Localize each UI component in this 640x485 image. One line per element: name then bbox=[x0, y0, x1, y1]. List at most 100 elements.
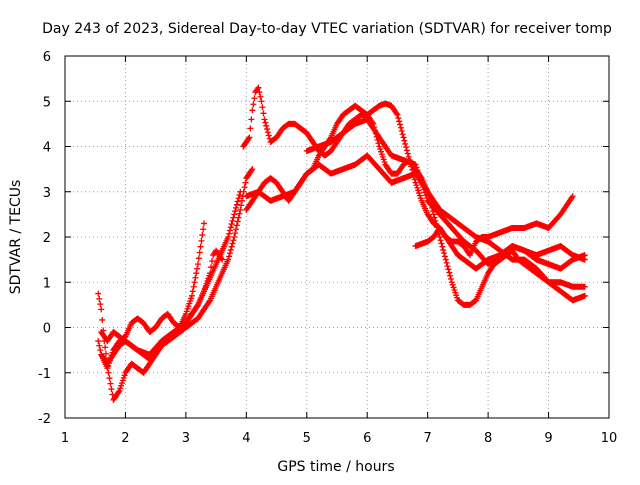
data-point bbox=[206, 298, 213, 305]
data-point bbox=[96, 342, 103, 349]
data-point bbox=[581, 292, 588, 299]
data-point bbox=[447, 272, 454, 279]
data-point bbox=[446, 269, 453, 276]
data-point bbox=[430, 211, 437, 218]
x-axis-title: GPS time / hours bbox=[277, 459, 394, 475]
data-point bbox=[234, 198, 241, 205]
data-point bbox=[423, 195, 430, 202]
chart-title: Day 243 of 2023, Sidereal Day-to-day VTE… bbox=[42, 21, 612, 37]
data-point bbox=[397, 121, 404, 128]
y-tick-label: 3 bbox=[43, 186, 51, 201]
data-point bbox=[264, 129, 271, 136]
data-point bbox=[256, 89, 263, 96]
data-point bbox=[249, 166, 256, 173]
data-point bbox=[98, 306, 105, 313]
data-point bbox=[228, 221, 235, 228]
data-point bbox=[400, 134, 407, 141]
data-point bbox=[422, 192, 429, 199]
data-point bbox=[416, 172, 423, 179]
data-point bbox=[228, 243, 235, 250]
series-track-g bbox=[243, 152, 588, 304]
data-point bbox=[263, 122, 270, 129]
x-tick-label: 3 bbox=[182, 431, 190, 446]
data-point bbox=[107, 380, 114, 387]
data-point bbox=[231, 234, 238, 240]
data-point bbox=[242, 179, 249, 186]
data-point bbox=[439, 243, 446, 250]
y-axis-title: SDTVAR / TECUs bbox=[8, 180, 24, 295]
data-point bbox=[418, 178, 425, 185]
data-point bbox=[99, 316, 106, 323]
data-point bbox=[445, 266, 452, 273]
data-point bbox=[209, 258, 216, 265]
data-point bbox=[447, 276, 454, 283]
data-point bbox=[441, 250, 448, 257]
data-point bbox=[402, 140, 409, 147]
data-point bbox=[241, 184, 248, 191]
data-point bbox=[105, 369, 112, 376]
x-tick-label: 8 bbox=[484, 431, 492, 446]
data-point bbox=[255, 84, 262, 91]
x-tick-label: 1 bbox=[61, 431, 69, 446]
data-point bbox=[95, 338, 102, 345]
y-tick-label: 0 bbox=[43, 322, 51, 337]
x-tick-label: 5 bbox=[303, 431, 311, 446]
y-tick-label: 1 bbox=[43, 276, 51, 291]
data-point bbox=[248, 167, 255, 174]
data-point bbox=[97, 347, 104, 354]
data-point bbox=[196, 249, 203, 256]
data-point bbox=[415, 169, 422, 176]
data-point bbox=[260, 110, 267, 117]
data-point bbox=[396, 118, 403, 125]
data-point bbox=[96, 295, 103, 302]
data-point bbox=[227, 246, 234, 253]
data-point bbox=[432, 217, 439, 224]
data-point bbox=[251, 95, 258, 102]
data-point bbox=[442, 256, 449, 263]
data-point bbox=[248, 116, 255, 123]
marks-layer bbox=[95, 84, 588, 403]
data-point bbox=[97, 301, 104, 308]
data-point bbox=[444, 263, 451, 270]
data-point bbox=[189, 288, 196, 295]
data-point bbox=[403, 144, 410, 151]
data-point bbox=[258, 98, 265, 105]
data-point bbox=[108, 386, 115, 393]
data-point bbox=[218, 255, 225, 262]
x-tick-label: 2 bbox=[121, 431, 129, 446]
data-point bbox=[250, 101, 257, 108]
data-point bbox=[233, 201, 240, 208]
data-point bbox=[247, 125, 254, 132]
data-point bbox=[195, 255, 202, 262]
data-point bbox=[232, 204, 239, 211]
data-point bbox=[226, 250, 233, 257]
data-point bbox=[233, 222, 240, 229]
data-point bbox=[200, 226, 207, 233]
data-point bbox=[102, 350, 109, 357]
data-point bbox=[581, 283, 588, 290]
data-point bbox=[229, 217, 236, 224]
data-point bbox=[106, 375, 113, 382]
data-point bbox=[227, 224, 234, 231]
data-point bbox=[237, 206, 244, 213]
data-point bbox=[232, 226, 239, 233]
data-point bbox=[197, 243, 204, 250]
data-point bbox=[264, 126, 271, 133]
data-point bbox=[412, 161, 419, 168]
grid-layer bbox=[65, 56, 609, 418]
data-point bbox=[198, 237, 205, 244]
data-point bbox=[443, 259, 450, 266]
data-point bbox=[261, 116, 268, 123]
data-point bbox=[229, 240, 236, 247]
data-point bbox=[230, 214, 237, 221]
data-point bbox=[259, 104, 266, 111]
data-point bbox=[207, 270, 214, 277]
data-point bbox=[417, 175, 424, 182]
y-tick-label: 5 bbox=[43, 95, 51, 110]
y-tick-label: -1 bbox=[38, 367, 51, 382]
data-point bbox=[420, 183, 427, 190]
tick-layer: 1 2 3 4 5 6 7 8 9 10 -2 -1 0 1 2 3 4 5 6 bbox=[38, 50, 617, 446]
data-point bbox=[201, 220, 208, 227]
data-point bbox=[404, 150, 411, 157]
